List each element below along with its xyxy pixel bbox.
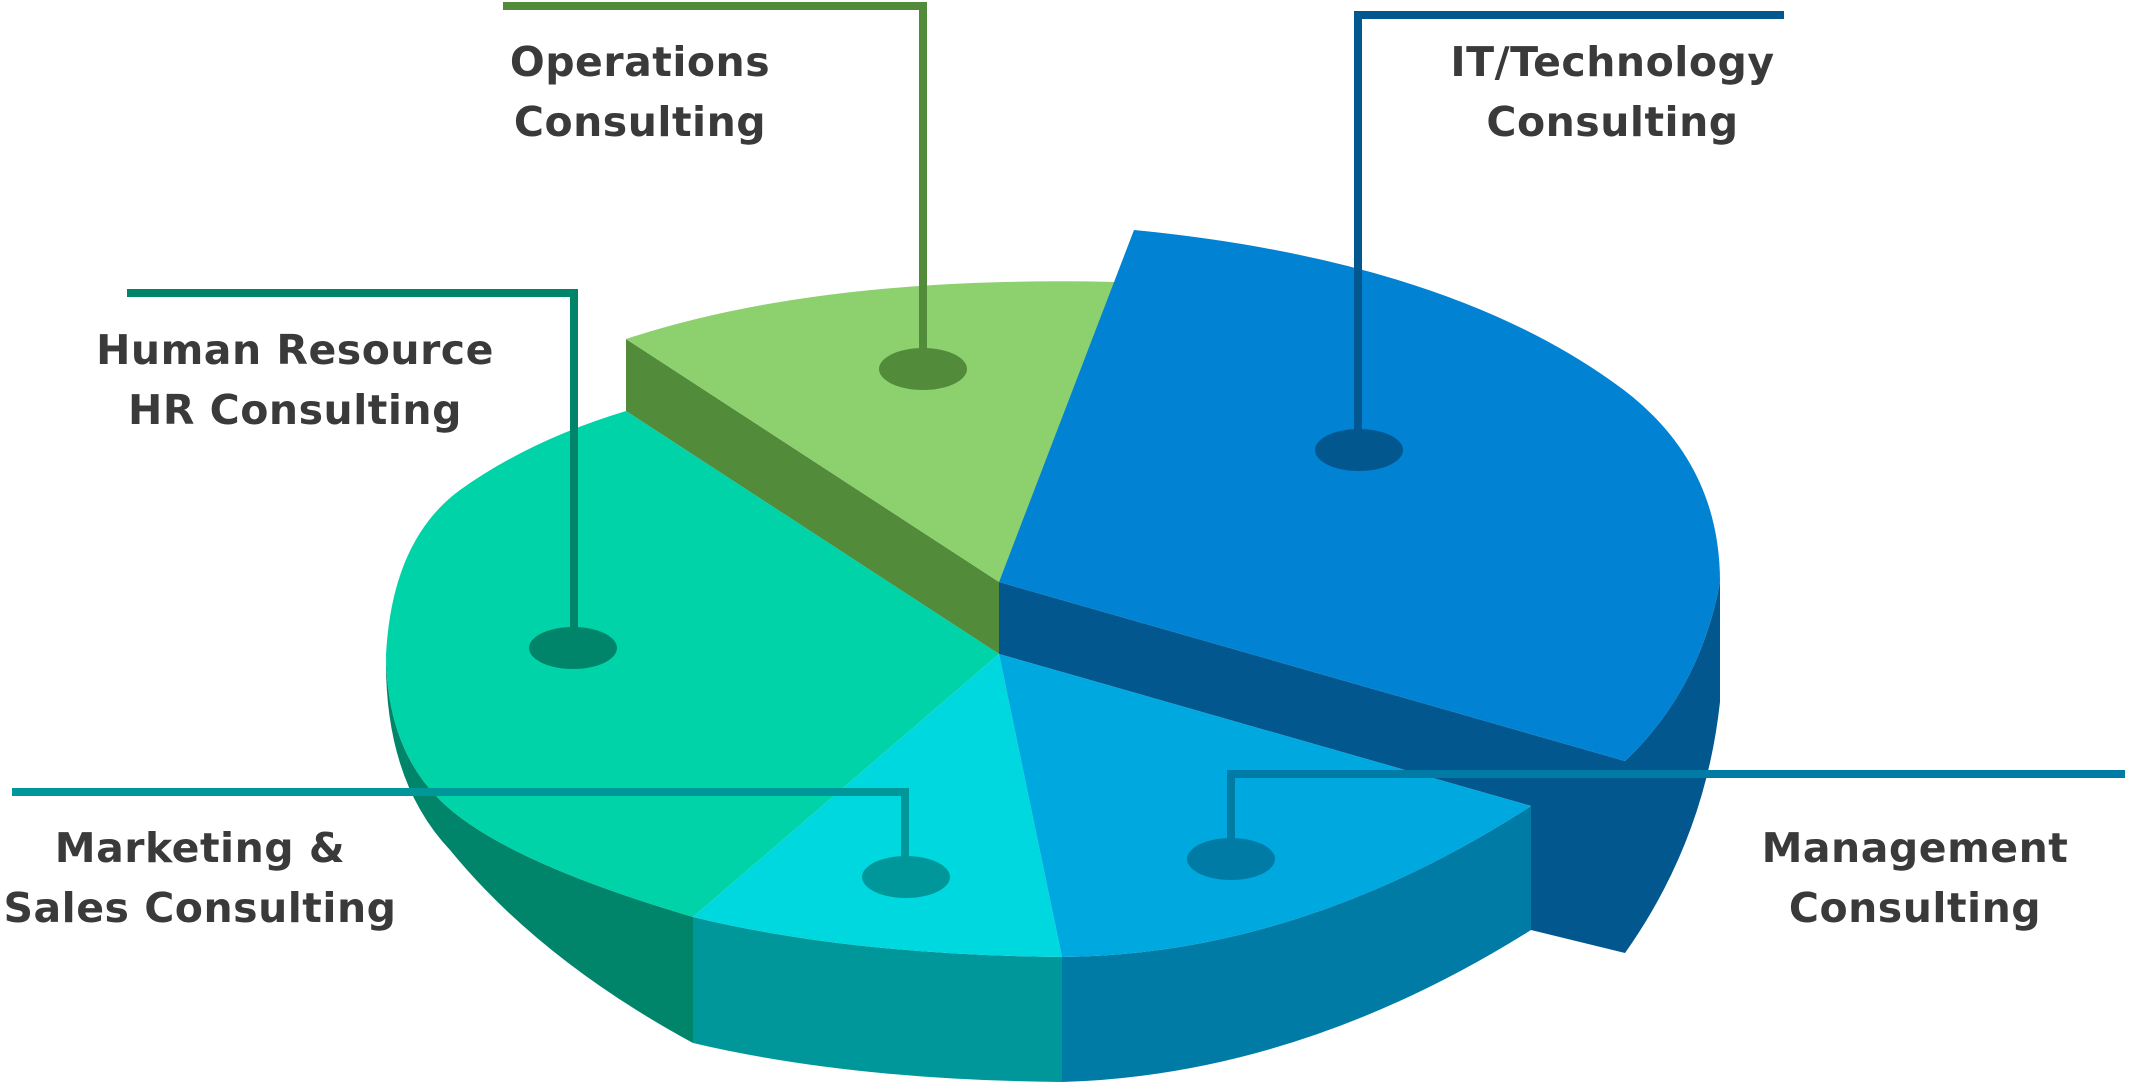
operations-top-face — [626, 281, 1116, 582]
marketing-sales-label: Marketing & Sales Consulting — [0, 818, 400, 938]
operations-label: Operations Consulting — [480, 32, 800, 152]
management-leader-line — [1227, 770, 2125, 846]
it-technology-label-line-2: Consulting — [1486, 98, 1739, 146]
it-leader-line — [1354, 11, 1784, 432]
human-resource-label-line-1: Human Resource — [96, 326, 494, 374]
operations-label-line-2: Consulting — [513, 98, 767, 146]
management-label-line-1: Management — [1761, 824, 2069, 872]
marketing-sales-label-line-1: Marketing & — [54, 824, 346, 872]
management-side-face — [1062, 806, 1531, 1082]
hr-side-face — [385, 655, 693, 1043]
management-anchor-dot — [1187, 838, 1275, 880]
operations-leader-line — [503, 2, 927, 352]
it-technology-label-line-1: IT/Technology — [1450, 38, 1775, 86]
operations-anchor-dot — [879, 348, 967, 390]
marketing-sales-label-line-2: Sales Consulting — [3, 884, 397, 932]
marketing-side-face — [693, 917, 1062, 1082]
management-top-face — [999, 654, 1531, 957]
marketing-anchor-dot — [862, 856, 950, 898]
it-technology-label: IT/Technology Consulting — [1420, 32, 1805, 152]
hr-leader-line — [127, 289, 578, 634]
human-resource-label-line-2: HR Consulting — [128, 386, 462, 434]
it-top-face — [999, 230, 1720, 761]
it-anchor-dot — [1315, 429, 1403, 471]
operations-side-face — [626, 339, 999, 654]
human-resource-label: Human Resource HR Consulting — [90, 320, 500, 440]
management-label: Management Consulting — [1745, 818, 2085, 938]
operations-label-line-1: Operations — [509, 38, 771, 86]
hr-anchor-dot — [529, 627, 617, 669]
marketing-leader-line — [12, 788, 909, 864]
management-label-line-2: Consulting — [1788, 884, 2042, 932]
marketing-top-face — [693, 654, 1062, 957]
it-side-face — [999, 582, 1720, 953]
